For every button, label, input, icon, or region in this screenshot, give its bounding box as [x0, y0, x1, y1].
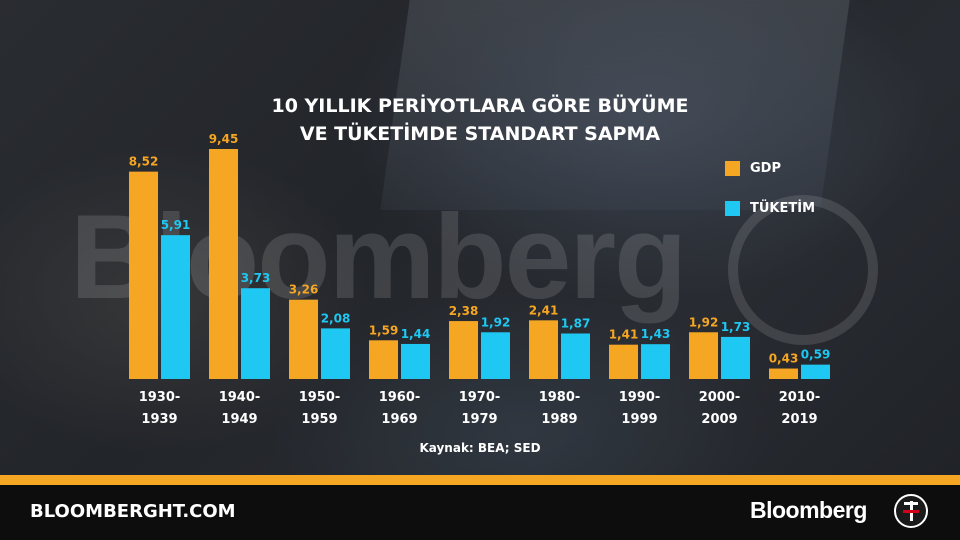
chart-legend: GDP TÜKETİM	[725, 157, 815, 237]
data-label-tuketim-6: 1,43	[641, 327, 671, 341]
bar-tuketim-3	[401, 343, 430, 379]
x-tick-label-5-1: 1989	[541, 412, 577, 427]
bar-tuketim-8	[801, 364, 830, 379]
footer-bar	[0, 485, 960, 540]
watermark-logo-icon	[728, 195, 878, 345]
legend-swatch-gdp	[725, 160, 740, 176]
x-tick-label-4-1: 1979	[461, 412, 497, 427]
x-tick-label-1-0: 1940-	[219, 390, 261, 405]
x-tick-label-0-1: 1939	[141, 412, 177, 427]
footer-brand-logo: Bloomberg	[750, 497, 867, 523]
x-tick-label-1-1: 1949	[221, 412, 257, 427]
bar-chart: 8,525,911930-19399,453,731940-19493,262,…	[129, 132, 831, 427]
bar-gdp-6	[609, 344, 638, 379]
data-label-tuketim-2: 2,08	[321, 311, 351, 325]
legend-swatch-tuketim	[725, 200, 740, 216]
bar-gdp-7	[689, 332, 718, 379]
bar-gdp-4	[449, 321, 478, 379]
bar-tuketim-5	[561, 333, 590, 379]
bar-gdp-5	[529, 320, 558, 379]
chart-title-line-1: 10 YILLIK PERİYOTLARA GÖRE BÜYÜME	[271, 95, 689, 117]
x-tick-label-2-1: 1959	[301, 412, 337, 427]
x-tick-label-3-0: 1960-	[379, 390, 421, 405]
legend-label-gdp: GDP	[750, 160, 781, 176]
x-tick-label-6-1: 1999	[621, 412, 657, 427]
data-label-tuketim-1: 3,73	[241, 271, 271, 285]
bar-gdp-0	[129, 171, 158, 379]
bar-tuketim-1	[241, 288, 270, 379]
legend-item-gdp: GDP	[725, 157, 815, 179]
x-tick-label-8-0: 2010-	[779, 390, 821, 405]
bar-tuketim-6	[641, 344, 670, 379]
data-label-tuketim-4: 1,92	[481, 315, 511, 329]
bar-tuketim-7	[721, 336, 750, 379]
source-note: Kaynak: BEA; SED	[419, 441, 541, 455]
data-label-tuketim-7: 1,73	[721, 320, 751, 334]
footer-site-link[interactable]: BLOOMBERGHT.COM	[30, 501, 236, 522]
bar-tuketim-2	[321, 328, 350, 379]
chart-title-line-2: VE TÜKETİMDE STANDART SAPMA	[299, 123, 661, 145]
data-label-gdp-8: 0,43	[769, 352, 799, 366]
chart-title: 10 YILLIK PERİYOTLARA GÖRE BÜYÜME VE TÜK…	[230, 92, 730, 148]
x-tick-label-4-0: 1970-	[459, 390, 501, 405]
x-tick-label-6-0: 1990-	[619, 390, 661, 405]
x-tick-label-5-0: 1980-	[539, 390, 581, 405]
accent-stripe	[0, 475, 960, 485]
data-label-tuketim-5: 1,87	[561, 316, 591, 330]
bar-gdp-8	[769, 368, 798, 379]
x-tick-label-7-0: 2000-	[699, 390, 741, 405]
data-label-gdp-2: 3,26	[289, 283, 319, 297]
x-tick-label-3-1: 1969	[381, 412, 417, 427]
x-tick-label-7-1: 2009	[701, 412, 737, 427]
bar-tuketim-0	[161, 235, 190, 379]
legend-item-tuketim: TÜKETİM	[725, 197, 815, 219]
data-label-gdp-6: 1,41	[609, 328, 639, 342]
data-label-tuketim-0: 5,91	[161, 218, 191, 232]
data-label-gdp-5: 2,41	[529, 303, 559, 317]
bar-tuketim-4	[481, 332, 510, 379]
data-label-gdp-3: 1,59	[369, 323, 399, 337]
data-label-gdp-7: 1,92	[689, 315, 719, 329]
x-tick-label-0-0: 1930-	[139, 390, 181, 405]
ht-logo-icon	[894, 494, 928, 528]
data-label-gdp-1: 9,45	[209, 132, 239, 146]
bar-gdp-3	[369, 340, 398, 379]
x-tick-label-8-1: 2019	[781, 412, 817, 427]
bar-gdp-1	[209, 149, 238, 379]
data-label-gdp-4: 2,38	[449, 304, 479, 318]
data-label-tuketim-3: 1,44	[401, 327, 431, 341]
data-label-tuketim-8: 0,59	[801, 348, 831, 362]
data-label-gdp-0: 8,52	[129, 155, 159, 169]
legend-label-tuketim: TÜKETİM	[750, 200, 816, 216]
x-tick-label-2-0: 1950-	[299, 390, 341, 405]
bar-gdp-2	[289, 299, 318, 379]
